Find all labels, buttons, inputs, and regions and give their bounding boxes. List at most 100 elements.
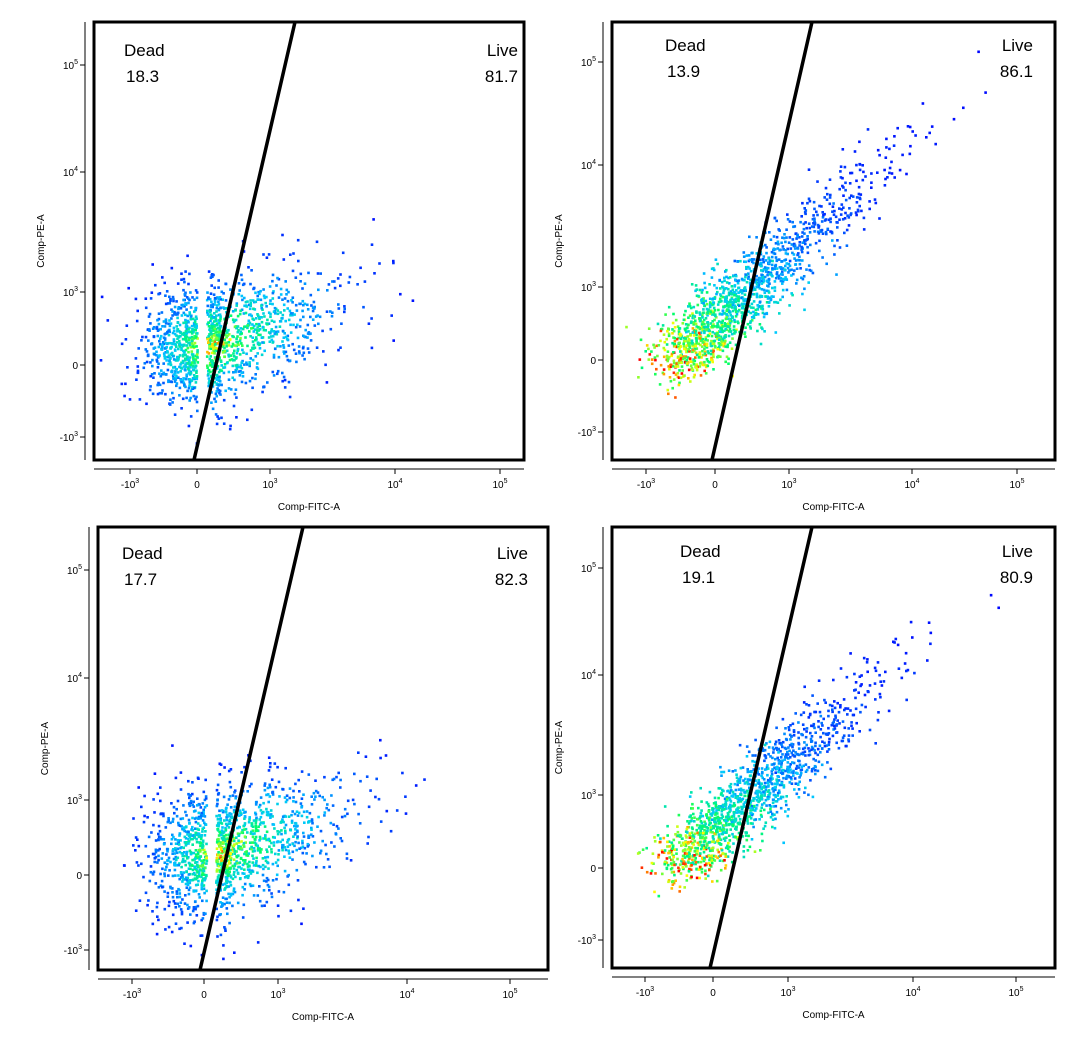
event-dot xyxy=(295,868,299,872)
event-dot xyxy=(723,276,726,280)
event-dot xyxy=(258,343,261,347)
event-dot xyxy=(162,814,165,818)
event-dot xyxy=(175,892,179,895)
event-dot xyxy=(766,271,770,274)
event-dot xyxy=(180,278,183,281)
event-dot xyxy=(240,294,244,298)
event-dot xyxy=(222,345,225,348)
event-dot xyxy=(690,283,694,286)
event-dot xyxy=(142,820,146,824)
event-dot xyxy=(855,721,858,725)
event-dot xyxy=(294,822,298,825)
event-dot xyxy=(739,775,743,779)
event-dot xyxy=(287,883,291,887)
event-dot xyxy=(309,293,313,297)
event-dot xyxy=(673,873,676,877)
event-dot xyxy=(332,823,335,826)
event-dot xyxy=(274,785,278,789)
event-dot xyxy=(178,345,181,348)
event-dot xyxy=(183,835,187,839)
event-dot xyxy=(276,372,279,376)
event-dot xyxy=(676,830,680,834)
event-dot xyxy=(733,298,736,302)
event-dot xyxy=(188,326,191,330)
event-dot xyxy=(310,828,313,831)
event-dot xyxy=(211,345,214,348)
event-dot xyxy=(829,220,832,224)
event-dot xyxy=(723,859,726,862)
event-dot xyxy=(718,297,722,301)
event-dot xyxy=(215,383,219,386)
event-dot xyxy=(254,827,258,830)
event-dot xyxy=(729,782,733,786)
event-dot xyxy=(700,298,704,301)
event-dot xyxy=(678,381,681,385)
event-dot xyxy=(687,851,691,854)
event-dot xyxy=(769,780,772,783)
event-dot xyxy=(807,264,811,267)
event-dot xyxy=(703,350,707,354)
event-dot xyxy=(743,260,746,263)
event-dot xyxy=(195,914,199,917)
event-dot xyxy=(154,848,158,852)
event-dot xyxy=(855,201,859,204)
event-dot xyxy=(676,834,680,837)
event-dot xyxy=(235,396,238,399)
gate-label-dead: Dead xyxy=(122,544,163,563)
event-dot xyxy=(259,865,262,869)
event-dot xyxy=(219,901,222,904)
event-dot xyxy=(200,868,203,872)
event-dot xyxy=(199,806,203,809)
event-dot xyxy=(214,331,217,334)
event-dot xyxy=(837,710,841,714)
event-dot xyxy=(755,236,758,239)
event-dot xyxy=(219,862,222,866)
event-dot xyxy=(766,295,769,298)
event-dot xyxy=(695,288,699,291)
event-dot xyxy=(708,297,712,301)
event-dot xyxy=(197,834,200,837)
event-dot xyxy=(296,814,300,817)
event-dot xyxy=(275,284,278,287)
event-dot xyxy=(157,328,160,332)
event-dot xyxy=(181,827,184,831)
event-dot xyxy=(841,176,844,180)
event-dot xyxy=(151,358,154,362)
event-dot xyxy=(346,799,350,803)
event-dot xyxy=(747,275,750,278)
event-dot xyxy=(270,850,273,854)
event-dot xyxy=(251,299,255,302)
event-dot xyxy=(187,282,190,286)
event-dot xyxy=(216,336,220,339)
event-dot xyxy=(792,253,796,256)
event-dot xyxy=(187,842,190,845)
event-dot xyxy=(202,814,205,818)
event-dot xyxy=(169,860,172,864)
event-dot xyxy=(791,745,794,749)
event-dot xyxy=(667,305,671,309)
event-dot xyxy=(722,837,726,840)
event-dot xyxy=(726,325,730,328)
event-dot xyxy=(692,358,695,361)
event-dot xyxy=(782,248,785,251)
event-dot xyxy=(719,293,722,296)
event-dot xyxy=(171,891,174,894)
event-dot xyxy=(833,253,836,256)
event-dot xyxy=(736,310,740,313)
event-dot xyxy=(677,345,680,349)
event-dot xyxy=(708,332,712,336)
event-dot xyxy=(178,877,181,881)
event-dot xyxy=(322,350,325,353)
event-dot xyxy=(784,727,787,730)
event-dot xyxy=(227,344,231,347)
event-dot xyxy=(779,795,783,799)
event-dot xyxy=(241,893,244,897)
event-dot xyxy=(187,424,191,428)
event-dot xyxy=(668,856,671,859)
event-dot xyxy=(249,884,253,888)
event-dot xyxy=(724,846,728,850)
event-dot xyxy=(703,281,706,285)
event-dot xyxy=(764,270,768,273)
event-dot xyxy=(120,382,124,386)
event-dot xyxy=(135,319,139,323)
